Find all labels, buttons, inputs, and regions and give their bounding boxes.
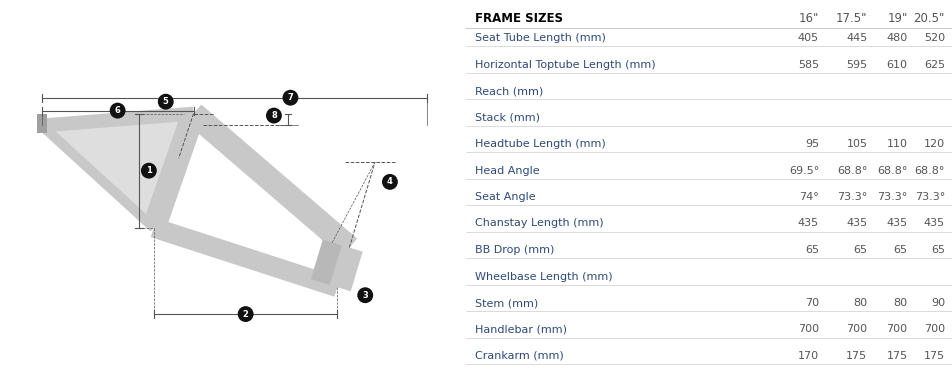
Polygon shape	[186, 105, 357, 257]
Text: 110: 110	[886, 139, 907, 149]
Text: 80: 80	[894, 298, 907, 308]
Text: 68.8°: 68.8°	[915, 165, 945, 175]
Text: 120: 120	[923, 139, 945, 149]
Text: Seat Tube Length (mm): Seat Tube Length (mm)	[474, 33, 605, 43]
Circle shape	[238, 306, 253, 322]
Polygon shape	[150, 218, 341, 297]
Text: 16": 16"	[799, 12, 819, 25]
Text: 700: 700	[923, 324, 945, 334]
Text: BB Drop (mm): BB Drop (mm)	[474, 245, 554, 255]
Text: 8: 8	[271, 111, 277, 120]
Circle shape	[266, 108, 282, 123]
Text: Seat Angle: Seat Angle	[474, 192, 535, 202]
Text: 65: 65	[894, 245, 907, 255]
Circle shape	[141, 163, 157, 178]
Text: 625: 625	[923, 59, 945, 69]
Text: 435: 435	[923, 218, 945, 229]
Text: 105: 105	[846, 139, 867, 149]
Text: Crankarm (mm): Crankarm (mm)	[474, 351, 564, 361]
Text: 80: 80	[853, 298, 867, 308]
Text: 595: 595	[846, 59, 867, 69]
Circle shape	[109, 103, 126, 119]
Text: FRAME SIZES: FRAME SIZES	[474, 12, 563, 25]
Polygon shape	[38, 122, 157, 231]
Text: 73.3°: 73.3°	[837, 192, 867, 202]
Circle shape	[382, 174, 398, 190]
Text: 3: 3	[363, 291, 368, 300]
Polygon shape	[143, 110, 205, 232]
Text: 65: 65	[931, 245, 945, 255]
Text: 4: 4	[387, 177, 393, 187]
Text: 68.8°: 68.8°	[837, 165, 867, 175]
Text: 435: 435	[798, 218, 819, 229]
Text: Headtube Length (mm): Headtube Length (mm)	[474, 139, 605, 149]
Text: 70: 70	[804, 298, 819, 308]
Text: 65: 65	[805, 245, 819, 255]
Polygon shape	[41, 106, 194, 133]
Text: Head Angle: Head Angle	[474, 165, 539, 175]
Circle shape	[283, 90, 298, 106]
Text: 5: 5	[163, 97, 169, 106]
Text: 19": 19"	[887, 12, 907, 25]
Text: 520: 520	[923, 33, 945, 43]
Text: 74°: 74°	[800, 192, 819, 202]
Text: 175: 175	[886, 351, 907, 361]
Text: 6: 6	[114, 106, 121, 115]
Text: Horizontal Toptube Length (mm): Horizontal Toptube Length (mm)	[474, 59, 655, 69]
Text: 73.3°: 73.3°	[878, 192, 907, 202]
Text: 95: 95	[804, 139, 819, 149]
Circle shape	[357, 287, 373, 303]
Text: Wheelbase Length (mm): Wheelbase Length (mm)	[474, 272, 612, 282]
Polygon shape	[324, 244, 363, 291]
Text: 73.3°: 73.3°	[915, 192, 945, 202]
Circle shape	[158, 94, 173, 110]
Text: Handlebar (mm): Handlebar (mm)	[474, 324, 566, 334]
Text: 69.5°: 69.5°	[789, 165, 819, 175]
Text: 7: 7	[288, 93, 293, 102]
Text: 170: 170	[798, 351, 819, 361]
Text: 1: 1	[146, 166, 151, 175]
Text: 700: 700	[846, 324, 867, 334]
Text: 175: 175	[923, 351, 945, 361]
Text: 2: 2	[243, 309, 248, 319]
Text: 435: 435	[846, 218, 867, 229]
Text: 20.5": 20.5"	[914, 12, 945, 25]
Text: Stack (mm): Stack (mm)	[474, 113, 540, 123]
Text: 610: 610	[886, 59, 907, 69]
Text: 435: 435	[886, 218, 907, 229]
Text: 68.8°: 68.8°	[878, 165, 907, 175]
Text: 445: 445	[846, 33, 867, 43]
Text: 405: 405	[798, 33, 819, 43]
Text: 700: 700	[886, 324, 907, 334]
Text: 65: 65	[853, 245, 867, 255]
Text: Chanstay Length (mm): Chanstay Length (mm)	[474, 218, 604, 229]
Text: Stem (mm): Stem (mm)	[474, 298, 538, 308]
Text: Reach (mm): Reach (mm)	[474, 86, 543, 96]
Polygon shape	[37, 114, 47, 133]
Polygon shape	[311, 240, 342, 285]
Text: 175: 175	[846, 351, 867, 361]
Text: 17.5": 17.5"	[836, 12, 867, 25]
Text: 480: 480	[886, 33, 907, 43]
Text: 700: 700	[798, 324, 819, 334]
Text: 90: 90	[931, 298, 945, 308]
Polygon shape	[42, 114, 193, 228]
Text: 585: 585	[798, 59, 819, 69]
